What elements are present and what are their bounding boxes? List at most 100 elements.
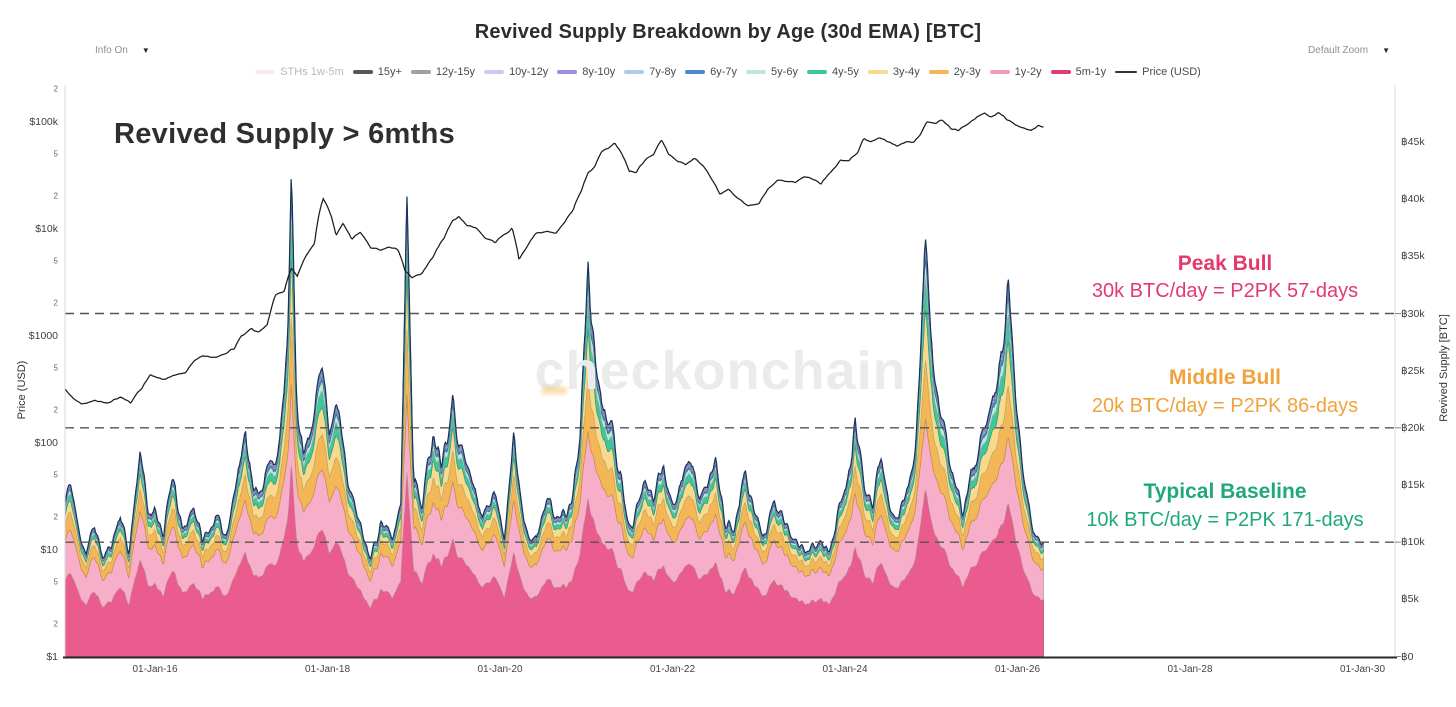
legend-item-10y-12y[interactable]: 10y-12y <box>484 66 548 78</box>
right-axis-tick: ฿15k <box>1401 479 1425 491</box>
legend-swatch-icon <box>928 70 949 74</box>
zoom-select[interactable]: Default Zoom ▼ <box>1308 45 1390 56</box>
legend-item-label: 15y+ <box>377 66 402 78</box>
left-axis-tick: 5 <box>53 256 58 266</box>
watermark-accent <box>541 387 567 394</box>
right-axis-tick: ฿5k <box>1401 593 1419 606</box>
left-axis-tick: $1000 <box>28 329 58 342</box>
left-axis-tick: $100 <box>34 436 58 449</box>
legend-item-label: 7y-8y <box>649 66 677 78</box>
stack-outline <box>65 179 1044 560</box>
legend-item-15y-[interactable]: 15y+ <box>352 66 402 78</box>
left-axis-tick: 2 <box>53 405 58 415</box>
legend-item-label: STHs 1w-5m <box>280 66 344 78</box>
right-axis-tick: ฿25k <box>1401 364 1425 377</box>
legend-item-label: 5m-1y <box>1075 66 1107 78</box>
legend-item-7y-8y[interactable]: 7y-8y <box>624 66 676 78</box>
legend-swatch-icon <box>1050 70 1071 74</box>
left-axis-tick: 2 <box>53 512 58 522</box>
legend-item-5m-1y[interactable]: 5m-1y <box>1050 66 1107 78</box>
legend-item-label: 4y-5y <box>831 66 859 78</box>
legend-item-12y-15y[interactable]: 12y-15y <box>410 66 476 78</box>
x-axis-tick: 01-Jan-28 <box>1167 664 1213 675</box>
legend-item-4y-5y[interactable]: 4y-5y <box>806 66 859 78</box>
info-toggle-label: Info On <box>95 45 128 56</box>
left-axis-tick: 2 <box>53 298 58 308</box>
legend-item-2y-3y[interactable]: 2y-3y <box>928 66 981 78</box>
legend-item-label: 8y-10y <box>582 66 616 78</box>
legend-item-label: 5y-6y <box>771 66 798 78</box>
left-axis-tick: $10 <box>40 543 58 556</box>
chevron-down-icon: ▼ <box>141 46 150 55</box>
annotation-middle-bull-subtitle: 20k BTC/day = P2PK 86-days <box>1091 394 1359 417</box>
x-axis-tick: 01-Jan-30 <box>1339 664 1386 675</box>
legend-swatch-icon <box>624 70 645 74</box>
annotation-peak-bull-subtitle: 30k BTC/day = P2PK 57-days <box>1091 280 1359 303</box>
legend-item-3y-4y[interactable]: 3y-4y <box>867 66 920 78</box>
legend-swatch-icon <box>685 70 706 74</box>
price-line <box>65 112 1044 405</box>
x-axis-tick: 01-Jan-26 <box>994 664 1041 675</box>
legend-item-label: 6y-7y <box>710 66 738 78</box>
legend-item-label: Price (USD) <box>1142 66 1201 78</box>
right-axis-title: Revived Supply [BTC] <box>1438 314 1450 422</box>
legend-item-5y-6y[interactable]: 5y-6y <box>746 66 798 78</box>
x-axis-tick: 01-Jan-16 <box>132 664 178 675</box>
legend-swatch-icon <box>1115 71 1138 73</box>
chart-title: Revived Supply Breakdown by Age (30d EMA… <box>474 21 982 43</box>
right-axis-tick: ฿20k <box>1401 421 1425 434</box>
left-axis-tick: $1 <box>46 650 58 663</box>
right-axis-tick: ฿30k <box>1401 307 1425 320</box>
legend-item-label: 3y-4y <box>892 66 920 78</box>
chevron-down-icon: ▼ <box>1382 46 1390 55</box>
left-axis-tick: 2 <box>53 84 58 94</box>
annotation-typical-baseline-subtitle: 10k BTC/day = P2PK 171-days <box>1086 509 1364 532</box>
info-toggle[interactable]: Info On ▼ <box>95 45 150 56</box>
left-axis-tick: 5 <box>53 363 58 373</box>
right-axis-tick: ฿40k <box>1401 193 1425 206</box>
left-axis-tick: $10k <box>35 222 58 235</box>
right-axis-tick: ฿35k <box>1401 250 1425 263</box>
legend: STHs 1w-5m 15y+ 12y-15y 10y-12y 8y-10y 7y-8y 6… <box>0 66 1456 78</box>
x-axis-tick: 01-Jan-22 <box>649 664 696 675</box>
left-axis-tick: 2 <box>53 191 58 201</box>
annotation-peak-bull-title: Peak Bull <box>1177 251 1273 275</box>
revived-supply-annotation: Revived Supply > 6mths <box>114 118 456 150</box>
right-axis-tick: ฿10k <box>1401 536 1425 549</box>
legend-item-1y-2y[interactable]: 1y-2y <box>989 66 1042 78</box>
legend-swatch-icon <box>867 70 888 74</box>
annotation-typical-baseline: Typical Baseline 10k BTC/day = P2PK 171-… <box>1005 478 1445 535</box>
legend-item-label: 1y-2y <box>1014 66 1042 78</box>
legend-swatch-icon <box>352 70 373 74</box>
left-axis-tick: 2 <box>53 619 58 629</box>
x-axis-tick: 01-Jan-20 <box>477 664 523 675</box>
x-axis-tick: 01-Jan-24 <box>822 664 868 675</box>
right-axis-tick: ฿45k <box>1401 136 1425 148</box>
legend-swatch-icon <box>410 70 431 74</box>
annotation-peak-bull: Peak Bull 30k BTC/day = P2PK 57-days <box>1005 250 1445 307</box>
legend-item-label: 10y-12y <box>509 66 549 78</box>
legend-swatch-icon <box>989 70 1010 74</box>
zoom-select-label: Default Zoom <box>1308 45 1369 56</box>
legend-swatch-icon <box>557 70 578 74</box>
legend-item-6y-7y[interactable]: 6y-7y <box>685 66 737 78</box>
left-axis-tick: 5 <box>53 149 58 159</box>
annotation-middle-bull-title: Middle Bull <box>1169 365 1281 389</box>
legend-item-label: 12y-15y <box>435 66 476 78</box>
annotation-typical-baseline-title: Typical Baseline <box>1143 480 1307 504</box>
legend-swatch-icon <box>255 70 276 74</box>
checkonchain-watermark: checkonchain <box>534 341 907 401</box>
legend-item-price-usd-[interactable]: Price (USD) <box>1115 66 1201 78</box>
left-axis-tick: 5 <box>53 470 58 480</box>
legend-swatch-icon <box>484 70 505 74</box>
annotation-middle-bull: Middle Bull 20k BTC/day = P2PK 86-days <box>1005 364 1445 421</box>
legend-item-sths-1w-5m[interactable]: STHs 1w-5m <box>255 66 344 78</box>
left-axis-tick: 5 <box>53 577 58 587</box>
legend-swatch-icon <box>806 70 827 74</box>
left-axis-tick: $100k <box>29 115 58 128</box>
legend-swatch-icon <box>746 70 767 74</box>
legend-item-8y-10y[interactable]: 8y-10y <box>557 66 615 78</box>
legend-item-label: 2y-3y <box>953 66 981 78</box>
